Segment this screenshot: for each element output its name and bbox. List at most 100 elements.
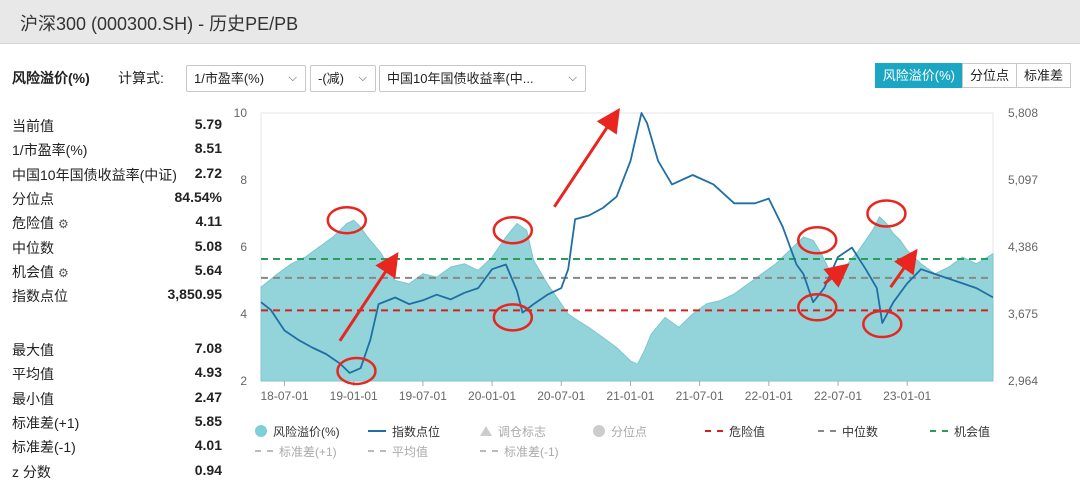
formula-select[interactable]: 1/市盈率(%) ⌵: [186, 65, 306, 92]
stat-label: 中位数: [12, 239, 54, 256]
window-title: 沪深300 (000300.SH) - 历史PE/PB: [20, 14, 299, 34]
stat-value: 84.54%: [174, 188, 222, 205]
stat-row: 最大值 7.08: [12, 340, 222, 360]
tab-2[interactable]: 标准差: [1015, 63, 1071, 88]
legend-item[interactable]: 危险值: [705, 422, 765, 440]
stat-label: 最小值: [12, 390, 54, 407]
annotation-circle: [492, 303, 534, 332]
x-tick-label: 20-01-01: [468, 389, 516, 403]
stat-label: 当前值: [12, 118, 54, 134]
stat-label: 最大值: [12, 342, 54, 358]
legend-item[interactable]: 标准差(+1): [255, 442, 337, 460]
stat-row: 机会值 ⚙ 5.64: [12, 262, 222, 282]
legend-item[interactable]: 风险溢价(%): [255, 422, 340, 440]
legend-item[interactable]: 标准差(-1): [480, 442, 559, 460]
legend-swatch: [593, 425, 605, 437]
title-bar: 沪深300 (000300.SH) - 历史PE/PB: [0, 0, 1080, 44]
stat-row: 1/市盈率(%) 8.51: [12, 140, 222, 160]
stat-label: z 分数: [12, 463, 51, 480]
index-line: [260, 112, 994, 374]
stat-value: 7.08: [194, 340, 222, 356]
operator-select-value: -(减): [318, 71, 344, 86]
y-left-tick-label: 8: [240, 173, 247, 187]
stat-label: 标准差(+1): [12, 414, 80, 431]
x-tick-label: 18-07-01: [261, 389, 309, 403]
stat-value: 5.64: [194, 261, 222, 278]
y-right-tick-label: 4,386: [1008, 240, 1038, 254]
annotation-arrow: [338, 252, 399, 342]
bond-select[interactable]: 中国10年国债收益率(中... ⌵: [379, 65, 586, 92]
stat-label: 危险值 ⚙: [12, 215, 69, 232]
y-right-tick-label: 2,964: [1008, 374, 1038, 388]
stat-value: 4.11: [195, 213, 222, 230]
stat-value: 5.85: [194, 412, 222, 429]
operator-select[interactable]: -(减) ⌵: [310, 65, 376, 92]
stat-label: 1/市盈率(%): [12, 142, 88, 159]
chevron-down-icon: ⌵: [358, 72, 367, 84]
stat-row: 当前值 5.79: [12, 116, 222, 136]
stat-row: 最小值 2.47: [12, 389, 222, 409]
annotation-arrow: [889, 248, 918, 289]
legend-swatch: [255, 450, 273, 452]
annotation-circle: [862, 309, 903, 339]
stat-value: 5.08: [194, 237, 222, 254]
annotation-arrow: [823, 263, 850, 288]
legend-item[interactable]: 分位点: [593, 422, 647, 440]
legend-swatch: [818, 430, 836, 432]
y-left-tick-label: 4: [240, 307, 247, 321]
gear-icon[interactable]: ⚙: [58, 217, 69, 232]
legend-swatch: [368, 450, 386, 452]
stat-label: 分位点: [12, 190, 54, 207]
tab-1[interactable]: 分位点: [961, 63, 1017, 88]
stat-label: 平均值: [12, 366, 54, 383]
y-right-tick-label: 5,808: [1008, 106, 1038, 120]
legend-label: 机会值: [954, 424, 991, 439]
legend-swatch: [705, 430, 723, 432]
bond-select-value: 中国10年国债收益率(中...: [387, 71, 534, 86]
chevron-down-icon: ⌵: [568, 72, 577, 84]
stat-value: 4.93: [194, 364, 222, 381]
legend-swatch: [255, 425, 267, 437]
legend-label: 标准差(+1): [279, 444, 337, 459]
stat-label: 机会值 ⚙: [12, 263, 69, 280]
annotation-circle: [866, 199, 907, 228]
stat-value: 5.79: [194, 116, 222, 132]
legend-label: 分位点: [611, 424, 648, 439]
legend-swatch: [480, 450, 498, 452]
annotation-arrow: [553, 108, 620, 208]
stat-row: 指数点位 3,850.95: [12, 286, 222, 306]
y-right-tick-label: 3,675: [1008, 307, 1038, 321]
legend-swatch: [368, 430, 386, 432]
view-tabs: 风险溢价(%) 分位点 标准差: [874, 63, 1071, 88]
formula-select-value: 1/市盈率(%): [194, 71, 265, 86]
stat-value: 3,850.95: [167, 286, 223, 303]
legend-label: 危险值: [729, 424, 766, 439]
legend-item[interactable]: 平均值: [368, 442, 428, 460]
x-tick-label: 19-01-01: [330, 389, 378, 403]
legend-item[interactable]: 调仓标志: [480, 422, 546, 440]
legend-item[interactable]: 中位数: [818, 422, 878, 440]
y-left-tick-label: 2: [240, 374, 247, 388]
y-left-tick-label: 6: [240, 240, 247, 254]
stat-row: 中位数 5.08: [12, 238, 222, 258]
metric-label: 风险溢价(%): [12, 70, 90, 86]
stat-value: 4.01: [194, 437, 222, 454]
gear-icon[interactable]: ⚙: [58, 265, 69, 280]
legend-item[interactable]: 机会值: [930, 422, 990, 440]
x-tick-label: 22-01-01: [745, 389, 793, 403]
legend-label: 标准差(-1): [504, 444, 559, 459]
x-tick-label: 20-07-01: [537, 389, 585, 403]
x-tick-label: 23-01-01: [883, 389, 931, 403]
stat-row: 分位点 84.54%: [12, 189, 222, 209]
annotation-circle: [797, 226, 838, 255]
stat-label: 指数点位: [12, 288, 68, 305]
stat-row: 危险值 ⚙ 4.11: [12, 213, 222, 233]
legend-label: 平均值: [392, 444, 429, 459]
x-tick-label: 21-07-01: [676, 389, 724, 403]
x-tick-label: 21-01-01: [606, 389, 654, 403]
tab-0[interactable]: 风险溢价(%): [874, 63, 963, 88]
legend-item[interactable]: 指数点位: [368, 422, 440, 440]
stat-value: 2.47: [194, 388, 222, 405]
stat-label: 中国10年国债收益率(中证): [12, 166, 177, 183]
legend-label: 中位数: [842, 424, 879, 439]
